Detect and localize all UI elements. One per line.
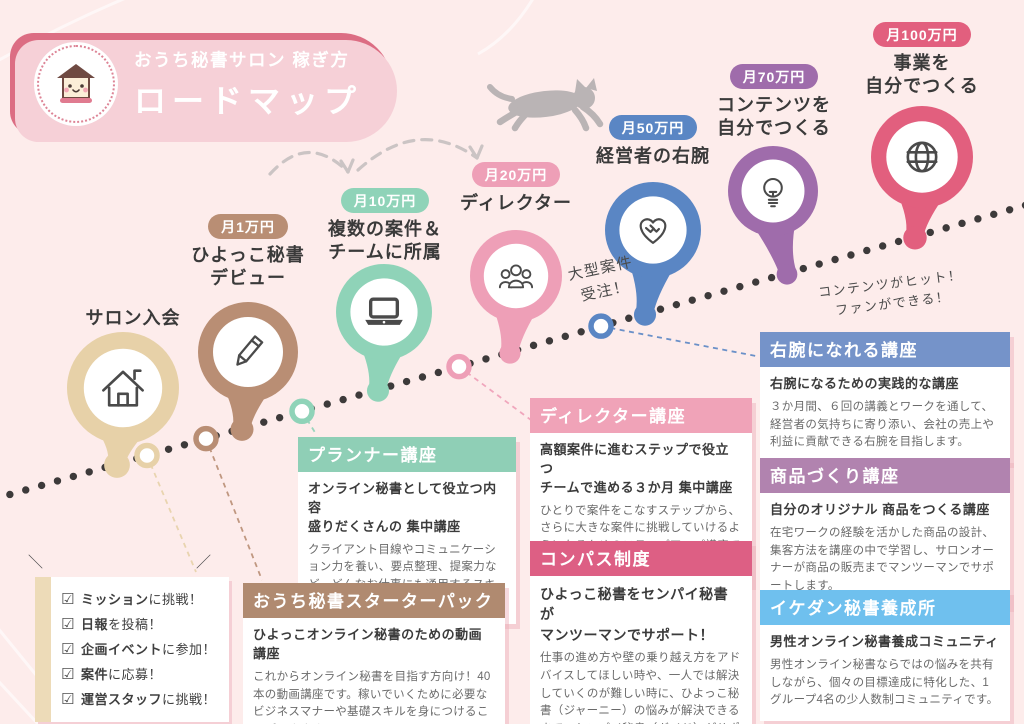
pin-create-own-business (871, 106, 973, 250)
card-title: ひよっこオンライン秘書のための動画講座 (253, 627, 483, 661)
salon-logo (34, 42, 118, 126)
pin-hiyokko-debut (198, 302, 298, 441)
card-header: コンパス制度 (530, 541, 752, 576)
emphasis-mark-right: ／ (195, 554, 212, 571)
arc-arrowhead (339, 158, 355, 174)
lightbulb-icon (763, 177, 783, 208)
milestone-salon-join: サロン入会 (43, 302, 223, 330)
card-ikedan-academy: イケダン秘書養成所 男性オンライン秘書養成コミュニティ 男性オンライン秘書ならで… (760, 590, 1010, 722)
checklist-item: ☑ 案件に応募！ (61, 662, 223, 687)
checklist-item: ☑ 運営スタッフに挑戦！ (61, 687, 223, 712)
milestone-multiple-projects: 月10万円 複数の案件＆ チームに所属 (291, 188, 479, 263)
card-compass-system: コンパス制度 ひよっこ秘書をセンパイ秘書が マンツーマンでサポート！ 仕事の進め… (530, 541, 752, 724)
pin-right-hand-of-ceo (605, 182, 701, 326)
ring-marker-right-hand-of-ceo (588, 313, 614, 339)
card-body: 仕事の進め方や壁の乗り越え方をアドバイスしてほしい時や、一人では解決していくのが… (540, 651, 741, 724)
milestone-director: 月20万円 ディレクター (422, 162, 610, 215)
ring-marker-director (446, 353, 472, 380)
connector-director (458, 365, 532, 421)
income-pill: 月100万円 (873, 22, 971, 47)
milestone-label: サロン入会 (85, 308, 181, 328)
card-body: これからオンライン秘書を目指す方向け！40本の動画講座です。稼いでいくために必要… (253, 670, 491, 719)
page-title: ロードマップ (134, 82, 363, 119)
house-icon (102, 369, 144, 407)
milestone-label: ディレクター (459, 193, 573, 213)
connector-hiyokko-debut (205, 438, 263, 581)
ring-marker-salon-join (134, 442, 160, 469)
pin-salon-join (67, 332, 179, 478)
income-pill: 月1万円 (208, 214, 288, 239)
card-starter-pack: おうち秘書スターターパック ひよっこオンライン秘書のための動画講座 これからオン… (243, 583, 505, 724)
milestone-label: 複数の案件＆ チームに所属 (328, 219, 442, 262)
card-header: 右腕になれる講座 (760, 332, 1010, 367)
milestone-right-hand-of-ceo: 月50万円 経営者の右腕 (558, 115, 748, 168)
milestone-pins-layer (67, 106, 973, 581)
card-body: 男性オンライン秘書ならではの悩みを共有しながら、個々の目標達成に特化した、1グル… (770, 658, 999, 707)
jumping-cat-silhouette (487, 78, 604, 132)
card-product-making-course: 商品づくり講座 自分のオリジナル 商品をつくる講座 在宅ワークの経験を活かした商… (760, 458, 1010, 608)
emphasis-mark-left: ＼ (28, 554, 45, 571)
card-title: 自分のオリジナル 商品をつくる講座 (770, 502, 990, 517)
house-character (57, 64, 95, 103)
card-title: ひよっこ秘書をセンパイ秘書が マンツーマンでサポート！ (540, 586, 729, 643)
roadmap-dotted-path (0, 201, 1024, 502)
handshake-icon (639, 218, 667, 244)
ring-marker-multiple-projects (289, 398, 315, 425)
milestone-label: 事業を 自分でつくる (865, 53, 979, 96)
card-title: 男性オンライン秘書養成コミュニティ (770, 634, 999, 649)
card-header: おうち秘書スターターパック (243, 583, 505, 618)
globe-icon (906, 141, 938, 173)
checkbox-icon: ☑ (61, 666, 75, 683)
milestone-label: ひよっこ秘書 デビュー (191, 245, 305, 288)
milestone-hiyokko-debut: 月1万円 ひよっこ秘書 デビュー (154, 214, 342, 289)
checklist-item: ☑ 日報を投稿！ (61, 612, 223, 637)
connector-salon-join (146, 455, 197, 573)
connector-right-hand-of-ceo (600, 325, 757, 357)
card-body: ３か月間、６回の講義とワークを通して、経営者の気持ちに寄り添い、会社の売上や利益… (770, 400, 995, 449)
income-pill: 月70万円 (729, 64, 819, 89)
milestone-label: 経営者の右腕 (596, 146, 710, 166)
checklist-card: ☑ ミッションに挑戦！ ☑ 日報を投稿！ ☑ 企画イベントに参加！ ☑ 案件に応… (35, 577, 229, 722)
card-right-hand-course: 右腕になれる講座 右腕になるための実践的な講座 ３か月間、６回の講義とワークを通… (760, 332, 1010, 464)
pin-director (470, 230, 562, 364)
arc-arrowhead (468, 144, 484, 160)
checkbox-icon: ☑ (61, 641, 75, 658)
milestone-create-own-business: 月100万円 事業を 自分でつくる (827, 22, 1017, 97)
card-title: 高額案件に進むステップで役立つ チームで進める３か月 集中講座 (540, 442, 733, 495)
card-header: イケダン秘書養成所 (760, 590, 1010, 625)
milestone-label: コンテンツを 自分でつくる (717, 95, 831, 138)
pin-multiple-projects (336, 264, 432, 402)
income-pill: 月10万円 (340, 188, 430, 213)
checklist-item: ☑ 企画イベントに参加！ (61, 637, 223, 662)
pencil-icon (236, 335, 264, 366)
milestone-create-own-content: 月70万円 コンテンツを 自分でつくる (679, 64, 869, 139)
income-pill: 月50万円 (608, 115, 698, 140)
people-icon (498, 264, 534, 289)
checklist-item: ☑ ミッションに挑戦！ (61, 587, 223, 612)
header-text: おうち秘書サロン 稼ぎ方 ロードマップ (134, 47, 362, 122)
card-title: 右腕になるための実践的な講座 (770, 376, 960, 391)
ring-marker-hiyokko-debut (193, 425, 219, 452)
card-body: 在宅ワークの経験を活かした商品の設計、集客方法を講座の中で学習し、サロンオーナー… (770, 526, 995, 593)
checkbox-icon: ☑ (61, 591, 75, 608)
checkbox-icon: ☑ (61, 616, 75, 633)
dashed-jump-arcs (268, 138, 484, 176)
card-header: 商品づくり講座 (760, 458, 1010, 493)
header-badge: おうち秘書サロン 稼ぎ方 ロードマップ (10, 33, 397, 142)
laptop-icon (365, 297, 403, 325)
header-supertitle: おうち秘書サロン 稼ぎ方 (134, 49, 350, 70)
pin-create-own-content (728, 146, 818, 285)
checkbox-icon: ☑ (61, 691, 75, 708)
card-title: オンライン秘書として役立つ内容 盛りだくさんの 集中講座 (308, 481, 497, 534)
income-pill: 月20万円 (471, 162, 561, 187)
card-header: ディレクター講座 (530, 398, 752, 433)
card-header: プランナー講座 (298, 437, 516, 472)
